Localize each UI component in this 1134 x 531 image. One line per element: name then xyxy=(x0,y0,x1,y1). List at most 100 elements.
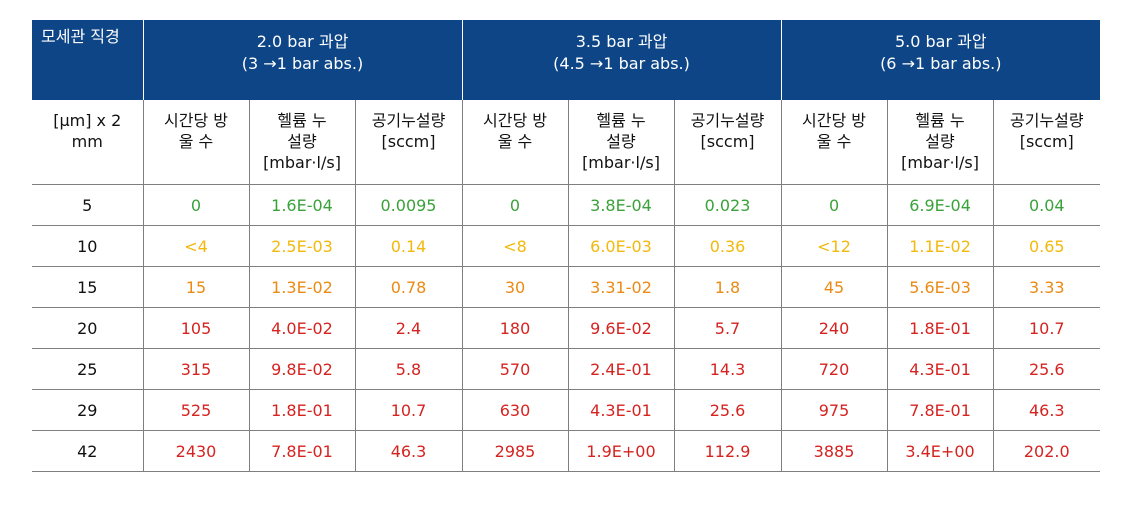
cell-helium: 3.8E-04 xyxy=(567,184,674,226)
col-label-line: 헬륨 누 xyxy=(596,111,646,130)
table-header: 모세관 직경 2.0 bar 과압 (3 →1 bar abs.) 3.5 ba… xyxy=(32,20,1101,185)
cell-air: 0.04 xyxy=(992,184,1101,226)
cell-drops: 240 xyxy=(780,307,888,349)
cell-drops: <4 xyxy=(142,225,249,267)
cell-helium: 1.9E+00 xyxy=(567,430,674,472)
cell-helium: 9.6E-02 xyxy=(567,307,674,349)
col-label-line: [mbar·l/s] xyxy=(263,153,341,172)
col-label-line: 울 수 xyxy=(497,132,533,151)
col-header-air: 공기누설량 [sccm] xyxy=(673,100,782,185)
cell-air: 25.6 xyxy=(992,348,1101,390)
cell-helium: 4.3E-01 xyxy=(886,348,994,390)
cell-helium: 4.0E-02 xyxy=(248,307,355,349)
cell-drops: 105 xyxy=(142,307,249,349)
cell-air: 0.36 xyxy=(673,225,782,267)
col-label-line: 시간당 방 xyxy=(164,111,228,130)
cell-helium: 1.3E-02 xyxy=(248,266,355,308)
col-header-air: 공기누설량 [sccm] xyxy=(354,100,462,185)
table-row: 20 105 4.0E-02 2.4 180 9.6E-02 5.7 240 1… xyxy=(32,307,1101,349)
cell-helium: 3.4E+00 xyxy=(886,430,994,472)
cell-air: 5.7 xyxy=(673,307,782,349)
col-header-helium: 헬륨 누 설량 [mbar·l/s] xyxy=(567,100,674,185)
col-header-diameter-unit: [μm] x 2 mm xyxy=(32,100,143,185)
cell-drops: 0 xyxy=(780,184,888,226)
cell-diameter: 10 xyxy=(32,225,143,267)
cell-drops: 315 xyxy=(142,348,249,390)
cell-drops: <8 xyxy=(461,225,568,267)
col-label-line: 설량 xyxy=(925,132,955,151)
cell-drops: 3885 xyxy=(780,430,888,472)
col-header-helium: 헬륨 누 설량 [mbar·l/s] xyxy=(248,100,355,185)
cell-helium: 5.6E-03 xyxy=(886,266,994,308)
cell-drops: 15 xyxy=(142,266,249,308)
cell-air: 10.7 xyxy=(354,389,462,431)
cell-air: 25.6 xyxy=(673,389,782,431)
col-label-line: [mbar·l/s] xyxy=(901,153,979,172)
cell-air: 202.0 xyxy=(992,430,1101,472)
cell-helium: 9.8E-02 xyxy=(248,348,355,390)
header-row-columns: [μm] x 2 mm 시간당 방 울 수 헬륨 누 설량 [mbar·l/s]… xyxy=(32,100,1101,185)
cell-air: 112.9 xyxy=(673,430,782,472)
cell-air: 5.8 xyxy=(354,348,462,390)
col-label-line: 공기누설량 xyxy=(1009,111,1084,130)
cell-diameter: 15 xyxy=(32,266,143,308)
header-group-3-5-bar: 3.5 bar 과압 (4.5 →1 bar abs.) xyxy=(461,20,782,100)
cell-air: 0.65 xyxy=(992,225,1101,267)
unit-line: [μm] x 2 xyxy=(53,111,122,130)
table-row: 29 525 1.8E-01 10.7 630 4.3E-01 25.6 975… xyxy=(32,389,1101,431)
cell-drops: 525 xyxy=(142,389,249,431)
cell-air: 0.0095 xyxy=(354,184,462,226)
group-pressure: 3.5 bar 과압 xyxy=(575,32,668,51)
cell-drops: 0 xyxy=(461,184,568,226)
col-label-line: 공기누설량 xyxy=(371,111,446,130)
cell-helium: 1.8E-01 xyxy=(886,307,994,349)
cell-helium: 3.31-02 xyxy=(567,266,674,308)
cell-drops: 30 xyxy=(461,266,568,308)
group-abs-range: (3 →1 bar abs.) xyxy=(241,54,364,73)
cell-helium: 1.8E-01 xyxy=(248,389,355,431)
header-group-5-0-bar: 5.0 bar 과압 (6 →1 bar abs.) xyxy=(780,20,1101,100)
cell-helium: 1.6E-04 xyxy=(248,184,355,226)
cell-drops: 180 xyxy=(461,307,568,349)
col-header-drops: 시간당 방 울 수 xyxy=(142,100,249,185)
cell-air: 0.023 xyxy=(673,184,782,226)
col-label-line: 시간당 방 xyxy=(802,111,867,130)
group-abs-range: (6 →1 bar abs.) xyxy=(880,54,1002,73)
cell-air: 46.3 xyxy=(354,430,462,472)
cell-air: 1.8 xyxy=(673,266,782,308)
cell-helium: 1.1E-02 xyxy=(886,225,994,267)
cell-drops: 2985 xyxy=(461,430,568,472)
cell-helium: 2.4E-01 xyxy=(567,348,674,390)
cell-drops: 975 xyxy=(780,389,888,431)
col-label-line: [mbar·l/s] xyxy=(582,153,660,172)
cell-air: 10.7 xyxy=(992,307,1101,349)
cell-diameter: 20 xyxy=(32,307,143,349)
col-label-line: 헬륨 누 xyxy=(915,111,965,130)
cell-air: 14.3 xyxy=(673,348,782,390)
cell-diameter: 5 xyxy=(32,184,143,226)
cell-drops: 720 xyxy=(780,348,888,390)
table-row: 15 15 1.3E-02 0.78 30 3.31-02 1.8 45 5.6… xyxy=(32,266,1101,308)
cell-helium: 6.0E-03 xyxy=(567,225,674,267)
unit-line: mm xyxy=(71,132,103,151)
col-label-line: 헬륨 누 xyxy=(277,111,327,130)
cell-helium: 7.8E-01 xyxy=(886,389,994,431)
col-label-line: 공기누설량 xyxy=(690,111,765,130)
group-pressure: 2.0 bar 과압 xyxy=(256,32,349,51)
col-label-line: 설량 xyxy=(606,132,636,151)
cell-air: 0.14 xyxy=(354,225,462,267)
header-diameter: 모세관 직경 xyxy=(32,20,143,100)
cell-helium: 6.9E-04 xyxy=(886,184,994,226)
col-label-line: 설량 xyxy=(287,132,317,151)
cell-air: 46.3 xyxy=(992,389,1101,431)
leak-rate-table: 모세관 직경 2.0 bar 과압 (3 →1 bar abs.) 3.5 ba… xyxy=(32,20,1101,472)
col-header-drops: 시간당 방 울 수 xyxy=(461,100,568,185)
cell-diameter: 29 xyxy=(32,389,143,431)
col-label-line: [sccm] xyxy=(700,132,755,151)
table-row: 42 2430 7.8E-01 46.3 2985 1.9E+00 112.9 … xyxy=(32,430,1101,472)
leak-rate-table-container: 모세관 직경 2.0 bar 과압 (3 →1 bar abs.) 3.5 ba… xyxy=(32,20,1101,472)
group-abs-range: (4.5 →1 bar abs.) xyxy=(553,54,690,73)
cell-drops: <12 xyxy=(780,225,888,267)
cell-drops: 630 xyxy=(461,389,568,431)
col-label-line: 시간당 방 xyxy=(483,111,547,130)
